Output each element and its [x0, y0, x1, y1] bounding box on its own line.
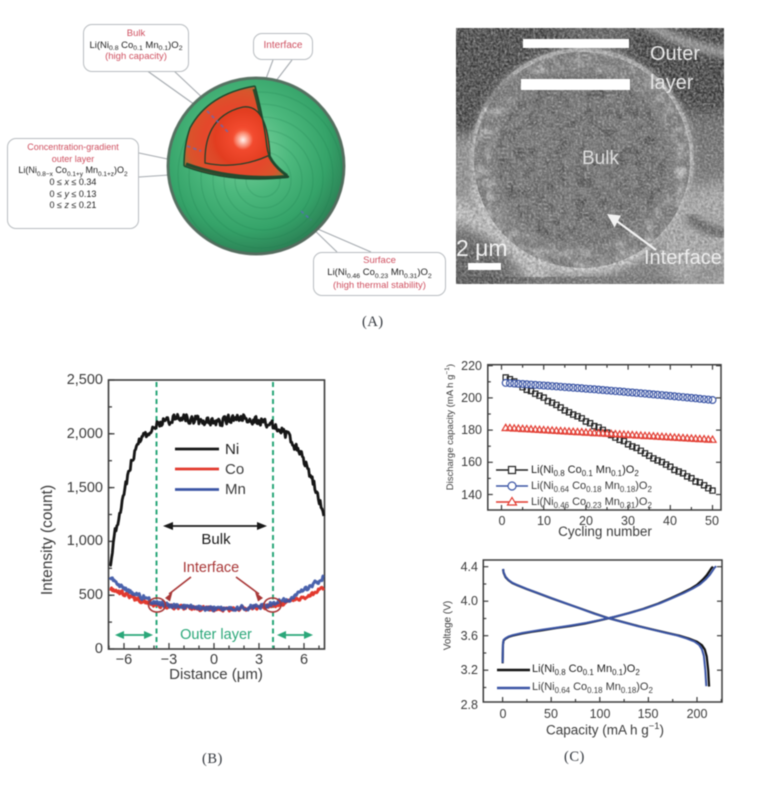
- svg-text:layer: layer: [650, 72, 694, 94]
- svg-text:Interface: Interface: [644, 247, 722, 269]
- svg-text:Bulk: Bulk: [582, 148, 619, 169]
- svg-text:Outer: Outer: [650, 43, 700, 65]
- svg-text:2 μm: 2 μm: [456, 235, 508, 261]
